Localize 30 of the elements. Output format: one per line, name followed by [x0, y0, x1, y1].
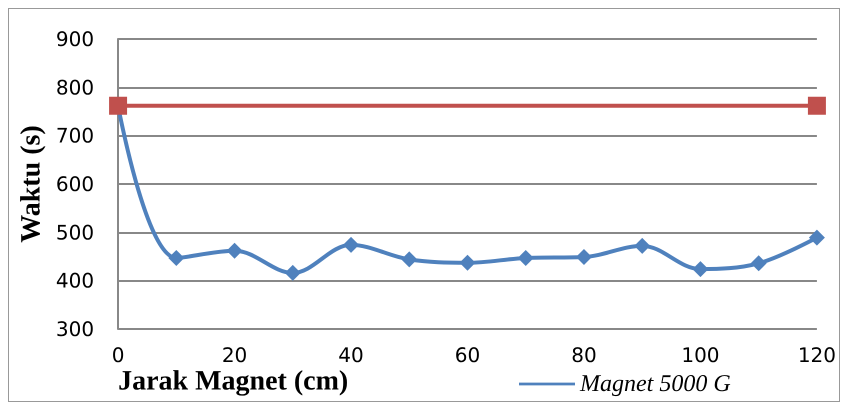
point [459, 254, 476, 271]
x-tick-label: 60 [454, 343, 480, 367]
x-tick-label: 20 [222, 343, 248, 367]
x-axis-title: Jarak Magnet (cm) [118, 366, 348, 396]
point [750, 255, 767, 272]
x-tick-label: 0 [112, 343, 124, 367]
x-tick-label: 100 [681, 343, 720, 367]
legend-label: Magnet 5000 G [579, 371, 731, 397]
y-tick-label: 900 [56, 27, 94, 51]
y-axis-title: Waktu (s) [16, 125, 46, 243]
y-tick-label: 500 [56, 220, 94, 244]
point [401, 251, 418, 268]
point [518, 250, 534, 266]
point [226, 242, 243, 259]
y-tick-label: 300 [56, 317, 94, 341]
point [168, 250, 184, 266]
point [343, 236, 360, 253]
x-tick-label: 80 [571, 343, 597, 367]
point [634, 238, 650, 254]
point [808, 96, 826, 115]
point [808, 230, 825, 246]
x-tick-label: 120 [798, 343, 836, 367]
x-tick-label: 40 [338, 343, 364, 367]
y-tick-label: 700 [56, 124, 94, 148]
y-tick-label: 400 [56, 268, 94, 293]
point [692, 261, 708, 278]
y-tick-label: 800 [56, 75, 94, 100]
point [284, 264, 301, 281]
point [576, 248, 592, 265]
y-tick-label: 600 [56, 172, 94, 196]
